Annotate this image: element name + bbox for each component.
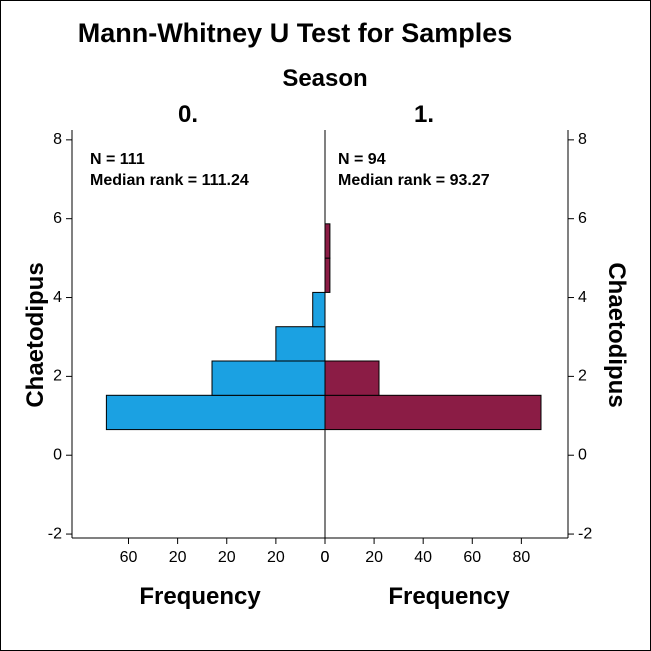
x-axis-label: Frequency <box>388 583 510 610</box>
y-tick-label: 8 <box>53 131 62 148</box>
x-tick-label: 0 <box>321 549 330 566</box>
y-tick-label: 4 <box>53 289 62 306</box>
y-tick-label: 0 <box>53 446 62 463</box>
panel-label: 0. <box>178 101 198 128</box>
y-tick-label: 2 <box>578 368 587 385</box>
bar <box>105 394 326 431</box>
annotation: Median rank = 93.27 <box>338 172 490 189</box>
x-tick-label: 20 <box>365 549 383 566</box>
x-axis-label: Frequency <box>139 583 261 610</box>
bar <box>324 223 331 259</box>
y-tick-label: 4 <box>578 289 587 306</box>
y-tick-label: -2 <box>578 525 592 542</box>
x-tick-label: 60 <box>463 549 481 566</box>
x-tick-label: 0 <box>321 549 330 566</box>
annotation: N = 111 <box>90 151 145 168</box>
bar <box>324 360 380 396</box>
y-tick-label: 0 <box>578 446 587 463</box>
bar <box>312 291 326 328</box>
x-tick-label: 40 <box>414 549 432 566</box>
y-tick-label: 6 <box>578 210 587 227</box>
x-tick-label: 80 <box>512 549 530 566</box>
panel-label: 1. <box>414 101 434 128</box>
chart-title: Mann-Whitney U Test for Samples <box>78 18 513 48</box>
y-axis-label: Chaetodipus <box>603 262 630 407</box>
annotation: N = 94 <box>338 151 386 168</box>
x-tick-label: 60 <box>120 549 138 566</box>
y-tick-label: -2 <box>48 525 62 542</box>
bar <box>324 394 542 431</box>
x-tick-label: 20 <box>267 549 285 566</box>
y-axis-label: Chaetodipus <box>22 262 49 407</box>
x-tick-label: 20 <box>169 549 187 566</box>
x-tick-label: 20 <box>218 549 236 566</box>
bar <box>211 360 326 396</box>
bar <box>275 326 326 362</box>
y-tick-label: 6 <box>53 210 62 227</box>
bar <box>324 257 331 293</box>
y-tick-label: 8 <box>578 131 587 148</box>
annotation: Median rank = 111.24 <box>90 172 249 189</box>
y-tick-label: 2 <box>53 368 62 385</box>
chart-subtitle: Season <box>282 65 367 92</box>
